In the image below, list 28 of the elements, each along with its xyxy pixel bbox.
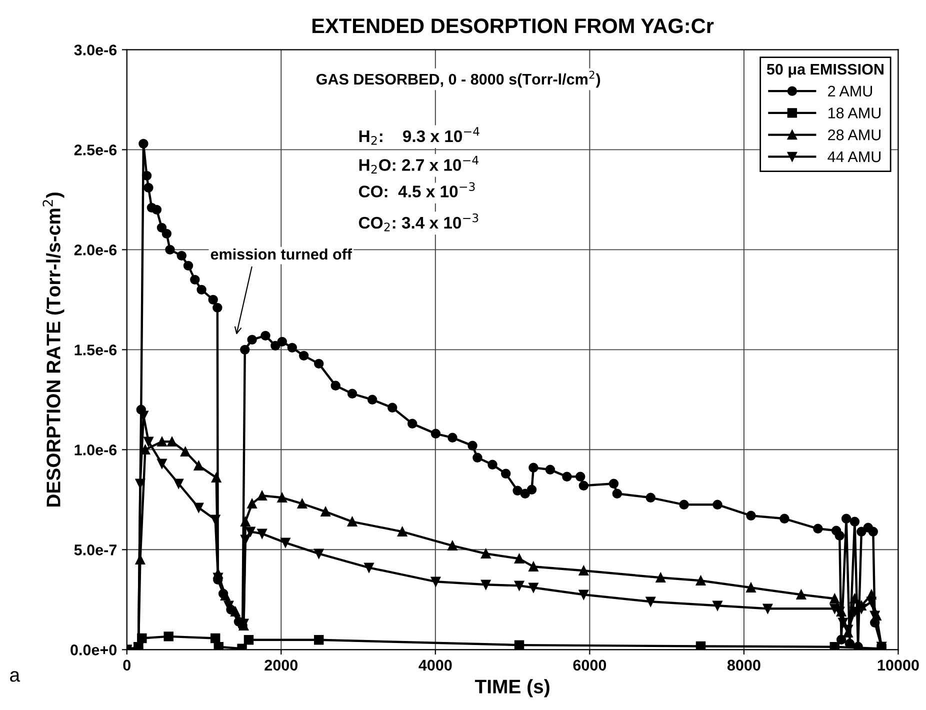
x-tick-label: 0 [123, 660, 130, 671]
y-tick-label: 1.5e-6 [74, 344, 117, 356]
y-tick-label: 0.0e+0 [70, 644, 117, 656]
x-tick-label: 6000 [573, 660, 606, 671]
x-tick-label: 2000 [264, 660, 298, 671]
x-tick-label: 4000 [418, 660, 452, 671]
legend-title: 50 μa EMISSION [766, 64, 884, 78]
annotation: emission turned off [210, 248, 352, 260]
y-tick-label: 2.0e-6 [74, 244, 117, 256]
chart-title: EXTENDED DESORPTION FROM YAG:Cr [312, 18, 714, 34]
x-tick-label: 8000 [727, 660, 760, 671]
y-tick-label: 1.0e-6 [74, 444, 117, 456]
annotation: CO$_{2}$: 3.4 x 10$^{−3}$ [358, 213, 478, 232]
annotation: H$_{2}$: 9.3 x 10$^{−4}$ [359, 127, 480, 145]
x-tick-label: 10000 [878, 660, 919, 671]
y-tick-label: 2.5e-6 [74, 144, 117, 156]
x-axis-title: TIME (s) [474, 679, 550, 698]
annotation: CO: 4.5 x 10$^{−3}$ [358, 182, 475, 198]
legend-label: 28 AMU [828, 129, 880, 140]
legend-label: 18 AMU [828, 108, 880, 118]
annotation: H$_{2}$O: 2.7 x 10$^{−4}$ [359, 156, 478, 174]
y-tick-label: 5.0e-7 [74, 544, 116, 556]
annotation: GAS DESORBED, 0 - 8000 s(Torr-l/cm$^{2}$) [316, 70, 600, 88]
y-axis-title: DESORPTION RATE (Torr-l/s-cm$^{2}$) [42, 192, 64, 507]
legend-label: 2 AMU [828, 86, 872, 97]
legend-label: 44 AMU [828, 152, 880, 162]
y-tick-label: 3.0e-6 [74, 44, 117, 56]
text: a [10, 671, 20, 682]
